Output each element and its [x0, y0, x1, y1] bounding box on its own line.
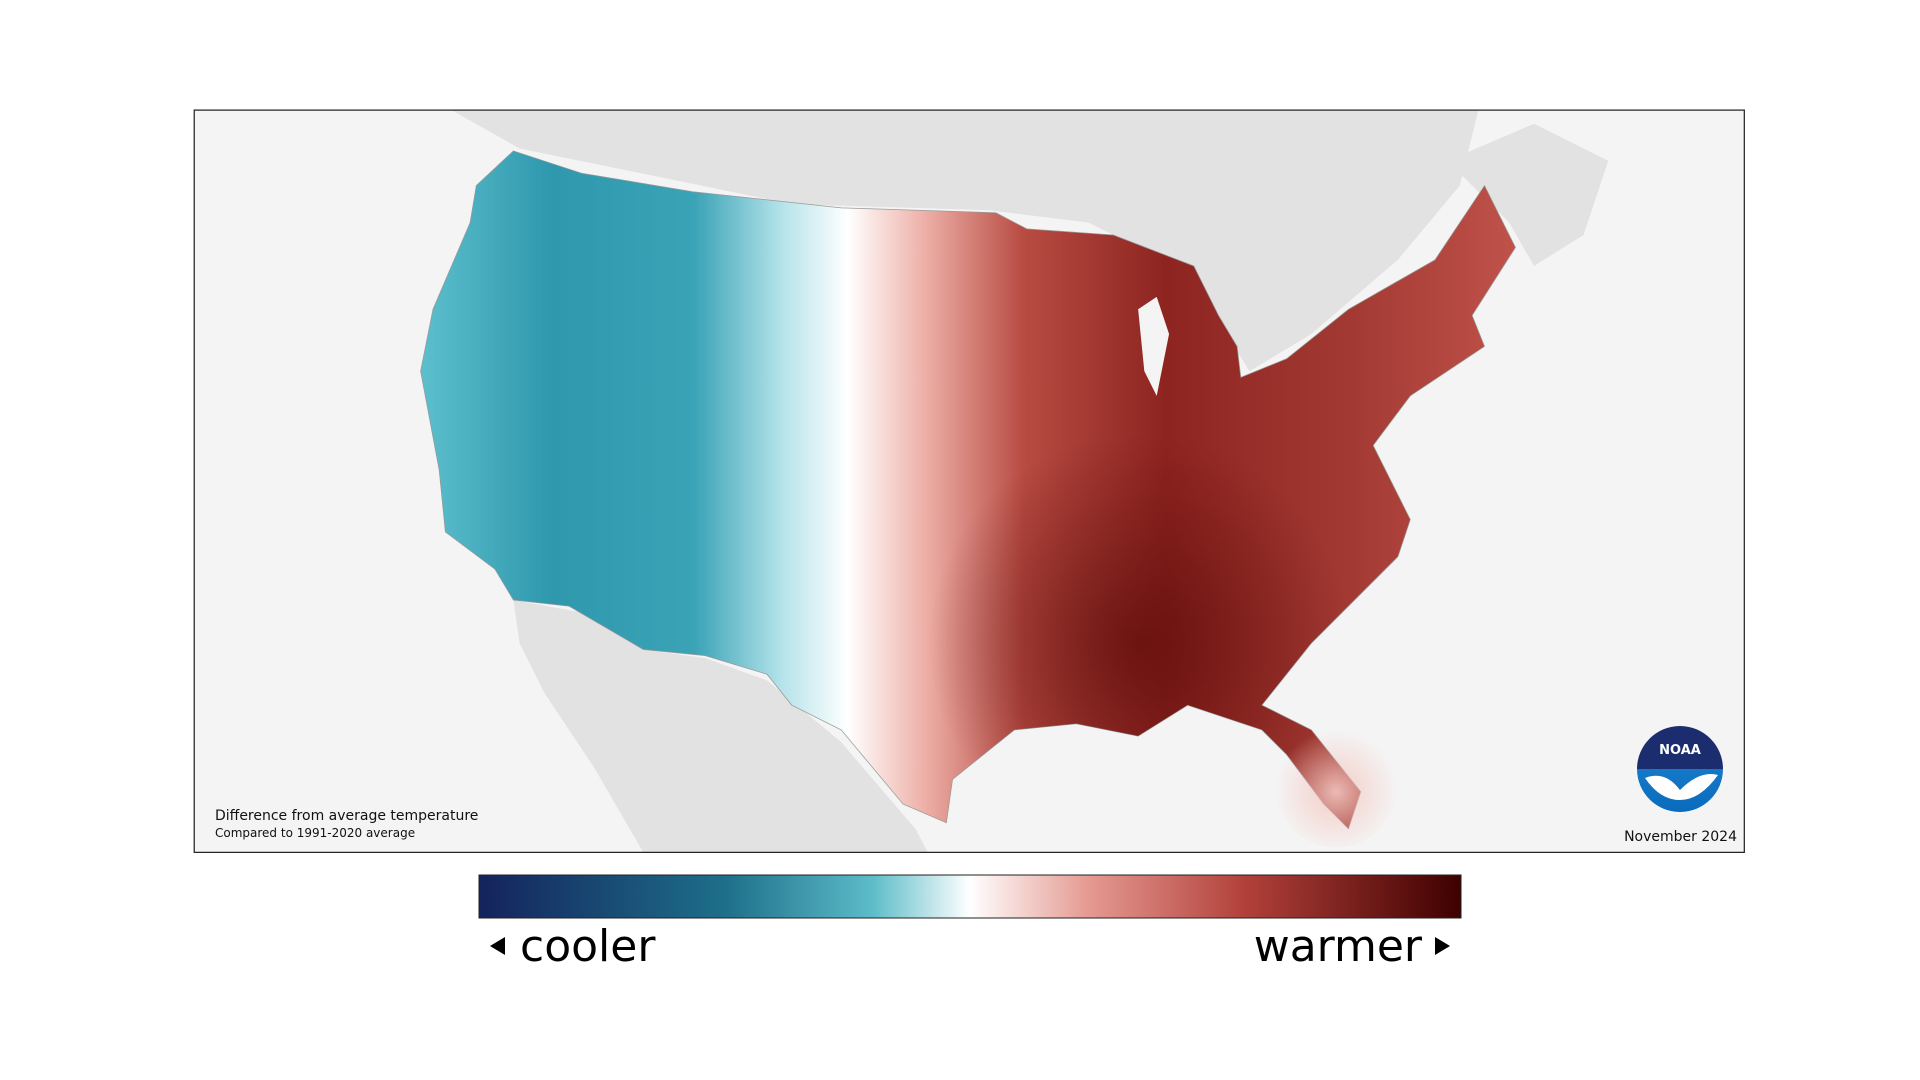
map [193, 109, 1745, 853]
florida-shading [1274, 723, 1398, 848]
map-date: November 2024 [1624, 829, 1737, 845]
logo-gull [1645, 774, 1718, 800]
arrow-right [1435, 937, 1450, 955]
legend-low: cooler [520, 921, 656, 972]
mexico [513, 599, 928, 853]
logo-text: NOAA [1659, 743, 1701, 758]
caption-subtitle: Compared to 1991-2020 average [215, 826, 415, 840]
map-frame [193, 109, 1745, 853]
canada [451, 110, 1479, 372]
color-bar [478, 874, 1462, 919]
canada-east [1447, 123, 1609, 266]
noaa-logo: NOAA [1637, 726, 1723, 812]
caption-title: Difference from average temperature [215, 808, 478, 824]
arrow-left [490, 937, 505, 955]
anomaly-shading [420, 150, 1516, 829]
lake-michigan [1138, 296, 1170, 396]
legend-high: warmer [1254, 921, 1423, 972]
